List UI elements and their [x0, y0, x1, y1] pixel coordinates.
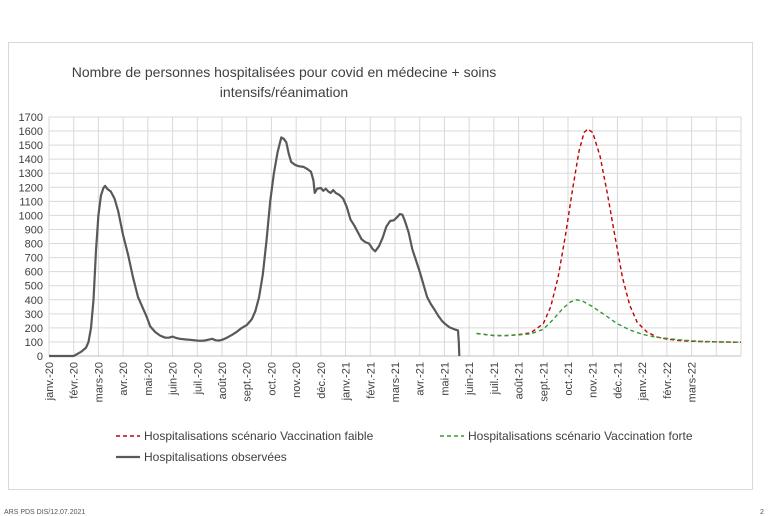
x-tick-label: janv.-22: [637, 362, 649, 401]
x-tick-label: oct.-20: [266, 362, 278, 396]
x-tick-label: juin-21: [464, 362, 476, 396]
x-tick-label: sept.-20: [242, 362, 254, 402]
x-tick-label: janv.-21: [341, 362, 353, 401]
footer-source-label: ARS PDS DIS/12.07.2021: [4, 509, 86, 516]
chart-title-line: intensifs/réanimation: [220, 84, 348, 100]
y-tick-label: 600: [25, 267, 43, 279]
x-tick-label: avr.-20: [118, 362, 130, 396]
y-tick-label: 1700: [19, 112, 43, 124]
y-tick-label: 1100: [19, 196, 43, 208]
x-tick-label: juin-20: [168, 362, 180, 396]
x-tick-label: févr.-20: [69, 362, 81, 399]
y-tick-label: 1400: [19, 154, 43, 166]
x-tick-label: avr.-21: [415, 362, 427, 396]
x-tick-label: mai-20: [143, 362, 155, 396]
y-tick-label: 500: [25, 281, 43, 293]
y-tick-label: 800: [25, 239, 43, 251]
x-tick-label: déc.-21: [612, 362, 624, 399]
y-tick-label: 900: [25, 224, 43, 236]
y-tick-label: 1200: [19, 182, 43, 194]
y-tick-label: 1500: [19, 140, 43, 152]
x-tick-label: nov.-21: [588, 362, 600, 398]
x-tick-label: août-20: [217, 362, 229, 399]
x-tick-label: juil.-20: [192, 362, 204, 395]
x-tick-label: janv.-20: [44, 362, 56, 401]
y-tick-label: 1600: [19, 126, 43, 138]
y-tick-label: 200: [25, 323, 43, 335]
y-tick-label: 1000: [19, 210, 43, 222]
legend-label: Hospitalisations observées: [144, 450, 287, 464]
y-tick-label: 400: [25, 295, 43, 307]
legend-label: Hospitalisations scénario Vaccination fa…: [144, 429, 374, 443]
legend-label: Hospitalisations scénario Vaccination fo…: [468, 429, 693, 443]
y-tick-label: 300: [25, 309, 43, 321]
x-tick-label: févr.-21: [365, 362, 377, 399]
x-tick-label: nov.-20: [291, 362, 303, 398]
x-tick-label: sept.-21: [538, 362, 550, 402]
y-tick-label: 700: [25, 253, 43, 265]
x-tick-label: oct.-21: [563, 362, 575, 396]
x-tick-label: mai-21: [439, 362, 451, 396]
series-line: [49, 136, 461, 358]
x-tick-label: févr.-22: [662, 362, 674, 399]
series-line: [476, 128, 742, 343]
footer-page-number: 2: [760, 509, 764, 516]
chart-title-line: Nombre de personnes hospitalisées pour c…: [72, 64, 497, 80]
x-tick-label: mars-22: [687, 362, 699, 402]
x-tick-label: juil.-21: [489, 362, 501, 395]
y-tick-label: 100: [25, 337, 43, 349]
y-tick-label: 1300: [19, 168, 43, 180]
x-tick-label: mars-20: [93, 362, 105, 402]
series-line: [476, 299, 742, 343]
x-tick-label: déc.-20: [316, 362, 328, 399]
x-tick-label: août-21: [514, 362, 526, 399]
y-tick-label: 0: [37, 351, 43, 363]
x-tick-label: mars-21: [390, 362, 402, 402]
